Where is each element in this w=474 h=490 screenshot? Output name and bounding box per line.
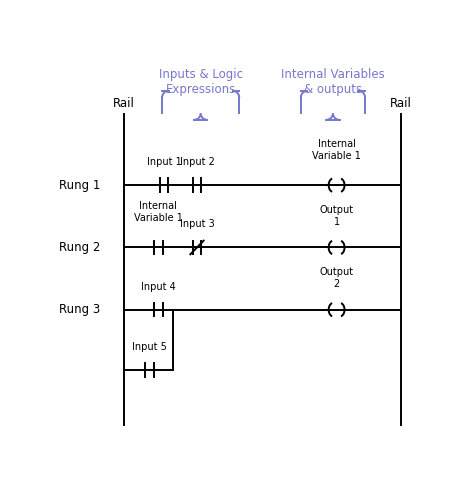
Text: Internal
Variable 1: Internal Variable 1 (312, 139, 361, 161)
Text: Rung 2: Rung 2 (59, 241, 100, 254)
Text: Output
1: Output 1 (319, 205, 354, 227)
Text: Internal Variables
& outputs: Internal Variables & outputs (281, 68, 385, 96)
Text: Input 2: Input 2 (180, 157, 214, 167)
Text: Rail: Rail (390, 97, 412, 110)
Text: Rung 1: Rung 1 (59, 179, 100, 192)
Text: Input 3: Input 3 (180, 220, 214, 229)
Text: Inputs & Logic
Expressions: Inputs & Logic Expressions (159, 68, 243, 96)
Text: Input 4: Input 4 (141, 282, 176, 292)
Text: Input 5: Input 5 (132, 342, 167, 352)
Text: Rail: Rail (113, 97, 135, 110)
Text: Rung 3: Rung 3 (59, 303, 100, 316)
Text: Input 1: Input 1 (146, 157, 182, 167)
Text: Internal
Variable 1: Internal Variable 1 (134, 201, 183, 223)
Text: Output
2: Output 2 (319, 268, 354, 289)
